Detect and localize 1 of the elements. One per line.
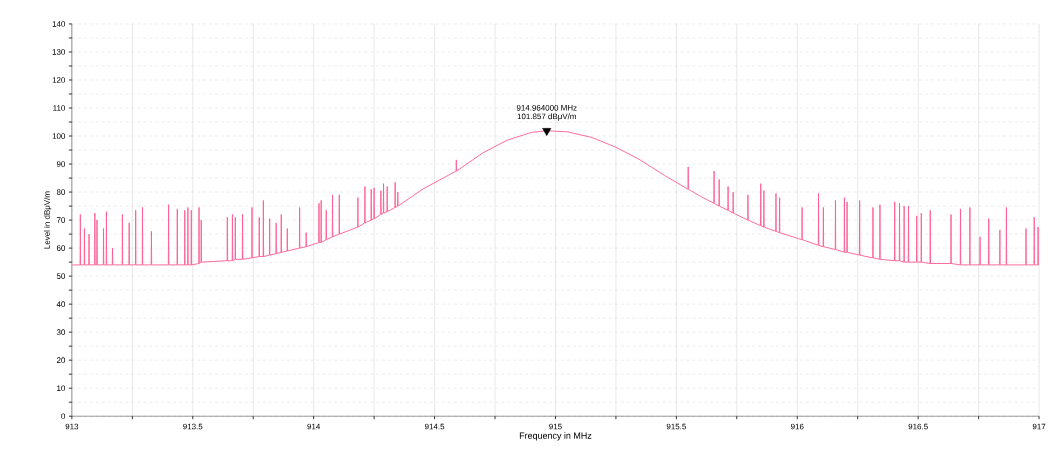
x-axis-title: Frequency in MHz bbox=[519, 432, 592, 441]
